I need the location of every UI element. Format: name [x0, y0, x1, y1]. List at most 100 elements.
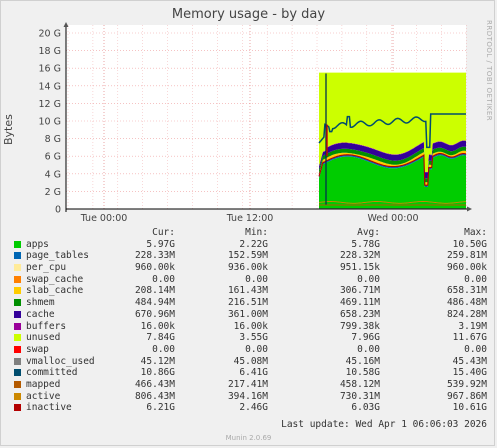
legend-swatch	[14, 357, 21, 365]
legend-max: 10.50G	[452, 238, 487, 250]
legend-name: active	[26, 390, 61, 402]
legend-cur: 6.21G	[146, 402, 175, 414]
legend-avg: 799.38k	[339, 320, 380, 332]
legend-max: 11.67G	[452, 332, 487, 344]
legend-row-shmem: shmem 484.94M 216.51M 469.11M 486.48M	[0, 297, 497, 309]
legend-cur: 960.00k	[134, 262, 175, 274]
y-tick-label: 2 G	[45, 187, 61, 198]
legend-swatch	[14, 275, 21, 283]
legend-name: shmem	[26, 297, 55, 309]
legend-cur: 670.96M	[134, 308, 175, 320]
legend-avg: 0.00	[357, 343, 380, 355]
legend-swatch	[14, 380, 21, 388]
y-tick-label: 8 G	[45, 134, 61, 145]
y-tick-label: 4 G	[45, 169, 61, 180]
x-tick-label: Wed 00:00	[367, 213, 418, 224]
legend-name: committed	[26, 367, 78, 379]
y-tick-label: 10 G	[39, 117, 61, 128]
legend-cur: 208.14M	[134, 285, 175, 297]
legend-max: 0.00	[464, 273, 487, 285]
legend-max: 824.28M	[446, 308, 487, 320]
legend-row-per-cpu: per_cpu 960.00k 936.00k 951.15k 960.00k	[0, 262, 497, 274]
legend-swatch	[14, 404, 21, 412]
legend-min: 45.08M	[233, 355, 268, 367]
legend-cur: 5.97G	[146, 238, 175, 250]
x-tick-label: Tue 00:00	[80, 213, 128, 224]
line-inactive	[318, 153, 467, 186]
col-min-header: Min:	[245, 227, 268, 238]
line-committed	[318, 113, 466, 149]
legend-min: 2.46G	[239, 402, 268, 414]
legend-avg: 7.96G	[351, 332, 380, 344]
y-tick-label: 16 G	[39, 64, 61, 75]
legend-row-swap: swap 0.00 0.00 0.00 0.00	[0, 344, 497, 356]
legend-max: 259.81M	[446, 250, 487, 262]
legend-max: 45.43M	[452, 355, 487, 367]
legend-min: 216.51M	[227, 297, 268, 309]
line-active	[318, 201, 467, 204]
legend-max: 486.48M	[446, 297, 487, 309]
legend-cur: 10.86G	[140, 367, 175, 379]
area-cache	[319, 140, 466, 179]
legend-avg: 228.32M	[339, 250, 380, 262]
area-apps	[319, 155, 466, 209]
legend-swatch	[14, 322, 21, 330]
legend-row-swap-cache: swap_cache 0.00 0.00 0.00 0.00	[0, 274, 497, 286]
legend-min: 152.59M	[227, 250, 268, 262]
legend-row-vmalloc-used: vmalloc_used 45.12M 45.08M 45.16M 45.43M	[0, 356, 497, 368]
legend-row-inactive: inactive 6.21G 2.46G 6.03G 10.61G	[0, 402, 497, 414]
legend-name: inactive	[26, 402, 72, 414]
legend-min: 394.16M	[227, 390, 268, 402]
legend-name: swap_cache	[26, 273, 84, 285]
legend-min: 936.00k	[227, 262, 268, 274]
last-update: Last update: Wed Apr 1 06:06:03 2026	[281, 419, 487, 430]
legend-row-committed: committed 10.86G 6.41G 10.58G 15.40G	[0, 367, 497, 379]
legend-name: slab_cache	[26, 285, 84, 297]
legend-row-mapped: mapped 466.43M 217.41M 458.12M 539.92M	[0, 379, 497, 391]
legend-avg: 658.23M	[339, 308, 380, 320]
legend-max: 0.00	[464, 343, 487, 355]
y-tick-label: 6 G	[45, 152, 61, 163]
legend-cur: 7.84G	[146, 332, 175, 344]
col-max-header: Max:	[464, 227, 487, 238]
legend-avg: 306.71M	[339, 285, 380, 297]
legend-swatch	[14, 252, 21, 260]
legend-swatch	[14, 310, 21, 318]
y-tick-label: 20 G	[39, 29, 61, 40]
legend-min: 361.00M	[227, 308, 268, 320]
legend-name: per_cpu	[26, 262, 67, 274]
legend-min: 217.41M	[227, 378, 268, 390]
legend-cur: 806.43M	[134, 390, 175, 402]
legend-max: 658.31M	[446, 285, 487, 297]
legend-row-page-tables: page_tables 228.33M 152.59M 228.32M 259.81M	[0, 250, 497, 262]
munin-version: Munin 2.0.69	[225, 434, 272, 442]
legend-name: mapped	[26, 378, 61, 390]
legend-cur: 228.33M	[134, 250, 175, 262]
rrdtool-credit: RRDTOOL / TOBI OETIKER	[485, 20, 493, 122]
y-axis-arrow	[63, 22, 69, 27]
legend-name: swap	[26, 343, 49, 355]
legend-swatch	[14, 392, 21, 400]
legend-swatch	[14, 345, 21, 353]
legend-row-unused: unused 7.84G 3.55G 7.96G 11.67G	[0, 332, 497, 344]
legend-max: 10.61G	[452, 402, 487, 414]
col-avg-header: Avg:	[357, 227, 380, 238]
legend-name: apps	[26, 238, 49, 250]
legend-name: page_tables	[26, 250, 89, 262]
y-tick-label: 18 G	[39, 46, 61, 57]
legend-row-apps: apps 5.97G 2.22G 5.78G 10.50G	[0, 239, 497, 251]
legend-max: 3.19M	[458, 320, 487, 332]
col-cur-header: Cur:	[152, 227, 175, 238]
y-tick-label: 14 G	[39, 81, 61, 92]
legend-name: buffers	[26, 320, 67, 332]
legend-row-active: active 806.43M 394.16M 730.31M 967.86M	[0, 391, 497, 403]
x-tick-label: Tue 12:00	[226, 213, 274, 224]
legend-min: 3.55G	[239, 332, 268, 344]
legend-row-buffers: buffers 16.00k 16.00k 799.38k 3.19M	[0, 321, 497, 333]
x-axis-arrow	[467, 206, 472, 212]
legend-min: 0.00	[245, 343, 268, 355]
legend-cur: 0.00	[152, 343, 175, 355]
legend-cur: 484.94M	[134, 297, 175, 309]
legend-avg: 10.58G	[345, 367, 380, 379]
